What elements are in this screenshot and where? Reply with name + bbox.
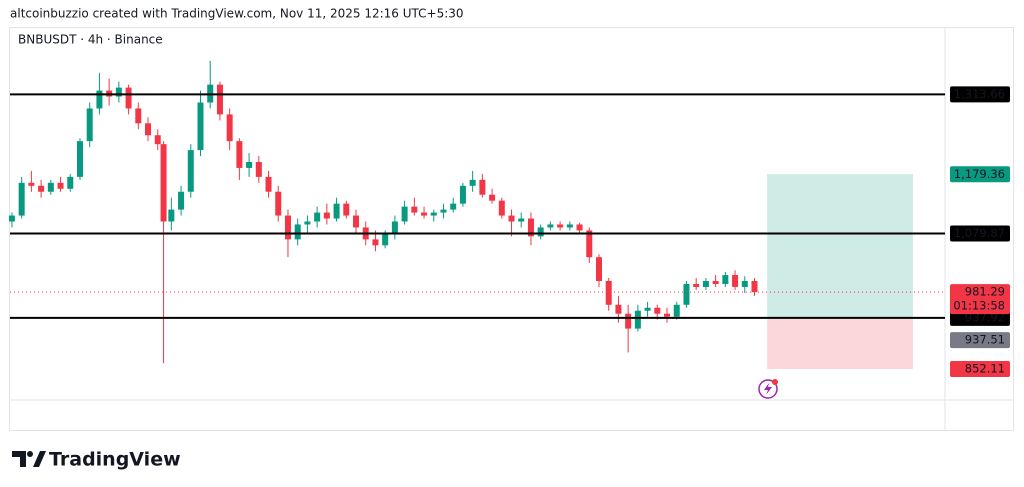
candle-body <box>343 203 350 216</box>
candle-body <box>576 224 583 231</box>
candle-body <box>459 185 466 204</box>
candle-body <box>382 233 389 246</box>
candle-body <box>391 221 398 234</box>
candle-body <box>265 176 272 192</box>
level-label-bg <box>950 86 1010 103</box>
candle-body <box>634 310 641 329</box>
candle-body <box>557 224 564 228</box>
candle-body <box>145 123 152 136</box>
candle-body <box>284 215 291 240</box>
candle-body <box>430 212 437 216</box>
candle-body <box>518 218 525 222</box>
level-label-bg <box>950 225 1010 242</box>
last-price-bg <box>950 284 1010 315</box>
candle-body <box>226 114 233 142</box>
candle-body <box>28 182 35 186</box>
candle-body <box>154 135 161 145</box>
candle-body <box>751 280 758 293</box>
candle-body <box>741 280 748 287</box>
candle-body <box>489 194 496 201</box>
candle-body <box>411 206 418 213</box>
candle-body <box>586 230 593 258</box>
candle-body <box>294 224 301 240</box>
candle-body <box>440 209 447 213</box>
tradingview-logo <box>12 451 46 467</box>
candle-body <box>96 90 103 109</box>
candle-body <box>702 280 709 287</box>
level-label: 1,079.87 <box>954 226 1005 240</box>
candle-body <box>135 108 142 124</box>
candle-body <box>236 141 243 168</box>
candle-body <box>508 215 515 222</box>
candle-body <box>125 87 132 109</box>
candle-body <box>187 150 194 192</box>
candle-body <box>683 283 690 305</box>
candle-body <box>353 215 360 228</box>
candle-body <box>8 215 15 222</box>
candle-body <box>644 307 651 311</box>
candle-body <box>595 257 602 281</box>
header: altcoinbuzzio created with TradingView.c… <box>10 7 464 21</box>
candle-body <box>479 179 486 195</box>
candle-body <box>115 87 122 97</box>
candle-body <box>314 212 321 222</box>
candle-body <box>566 224 573 228</box>
candle-body <box>732 275 739 287</box>
symbol-title: BNBUSDT · 4h · Binance <box>18 33 163 47</box>
position-label: 852.11 <box>965 361 1005 375</box>
position-label: 937.51 <box>965 333 1005 347</box>
candle-body <box>664 313 671 317</box>
candle-body <box>86 108 93 142</box>
candle-body <box>38 185 45 192</box>
candle-body <box>673 304 680 317</box>
candle-body <box>168 209 175 222</box>
candle-body <box>67 176 74 189</box>
candle-body <box>693 283 700 287</box>
candle-body <box>47 182 54 192</box>
candle-body <box>333 203 340 219</box>
candle-body <box>18 182 25 216</box>
candle-body <box>615 304 622 314</box>
stop-zone <box>767 318 913 369</box>
candle-body <box>275 191 282 216</box>
candle-body <box>401 206 408 222</box>
candle-body <box>450 203 457 210</box>
candle-body <box>216 84 223 115</box>
target-zone <box>767 174 913 319</box>
candle-body <box>304 221 311 225</box>
last-price-label: 981.29 <box>965 285 1005 299</box>
candle-body <box>255 161 262 177</box>
level-label: 1,313.66 <box>954 87 1005 101</box>
alert-icon <box>758 379 778 399</box>
candle-body <box>372 239 379 246</box>
position-label-bg <box>950 332 1010 349</box>
candle-body <box>527 218 534 237</box>
candle-body <box>57 182 64 189</box>
candle-body <box>547 224 554 228</box>
candle-body <box>537 227 544 237</box>
candle-body <box>178 191 185 210</box>
position-label-bg <box>950 166 1010 183</box>
candle-body <box>605 280 612 305</box>
candle-body <box>160 144 167 222</box>
position-label-bg <box>950 360 1010 377</box>
position-label: 1,179.36 <box>954 167 1005 181</box>
chart-frame <box>9 27 1014 431</box>
candle-body <box>323 212 330 219</box>
candle-body <box>712 280 719 284</box>
candle-body <box>421 212 428 216</box>
candle-body <box>76 141 83 177</box>
candle-body <box>722 275 729 284</box>
footer-brand: TradingView <box>49 449 181 471</box>
candle-body <box>654 307 661 314</box>
candle-body <box>498 200 505 216</box>
candle-body <box>625 313 632 329</box>
countdown-label: 01:13:58 <box>953 299 1005 313</box>
candle-body <box>197 102 204 151</box>
candle-body <box>246 161 253 168</box>
candle-body <box>469 179 476 186</box>
